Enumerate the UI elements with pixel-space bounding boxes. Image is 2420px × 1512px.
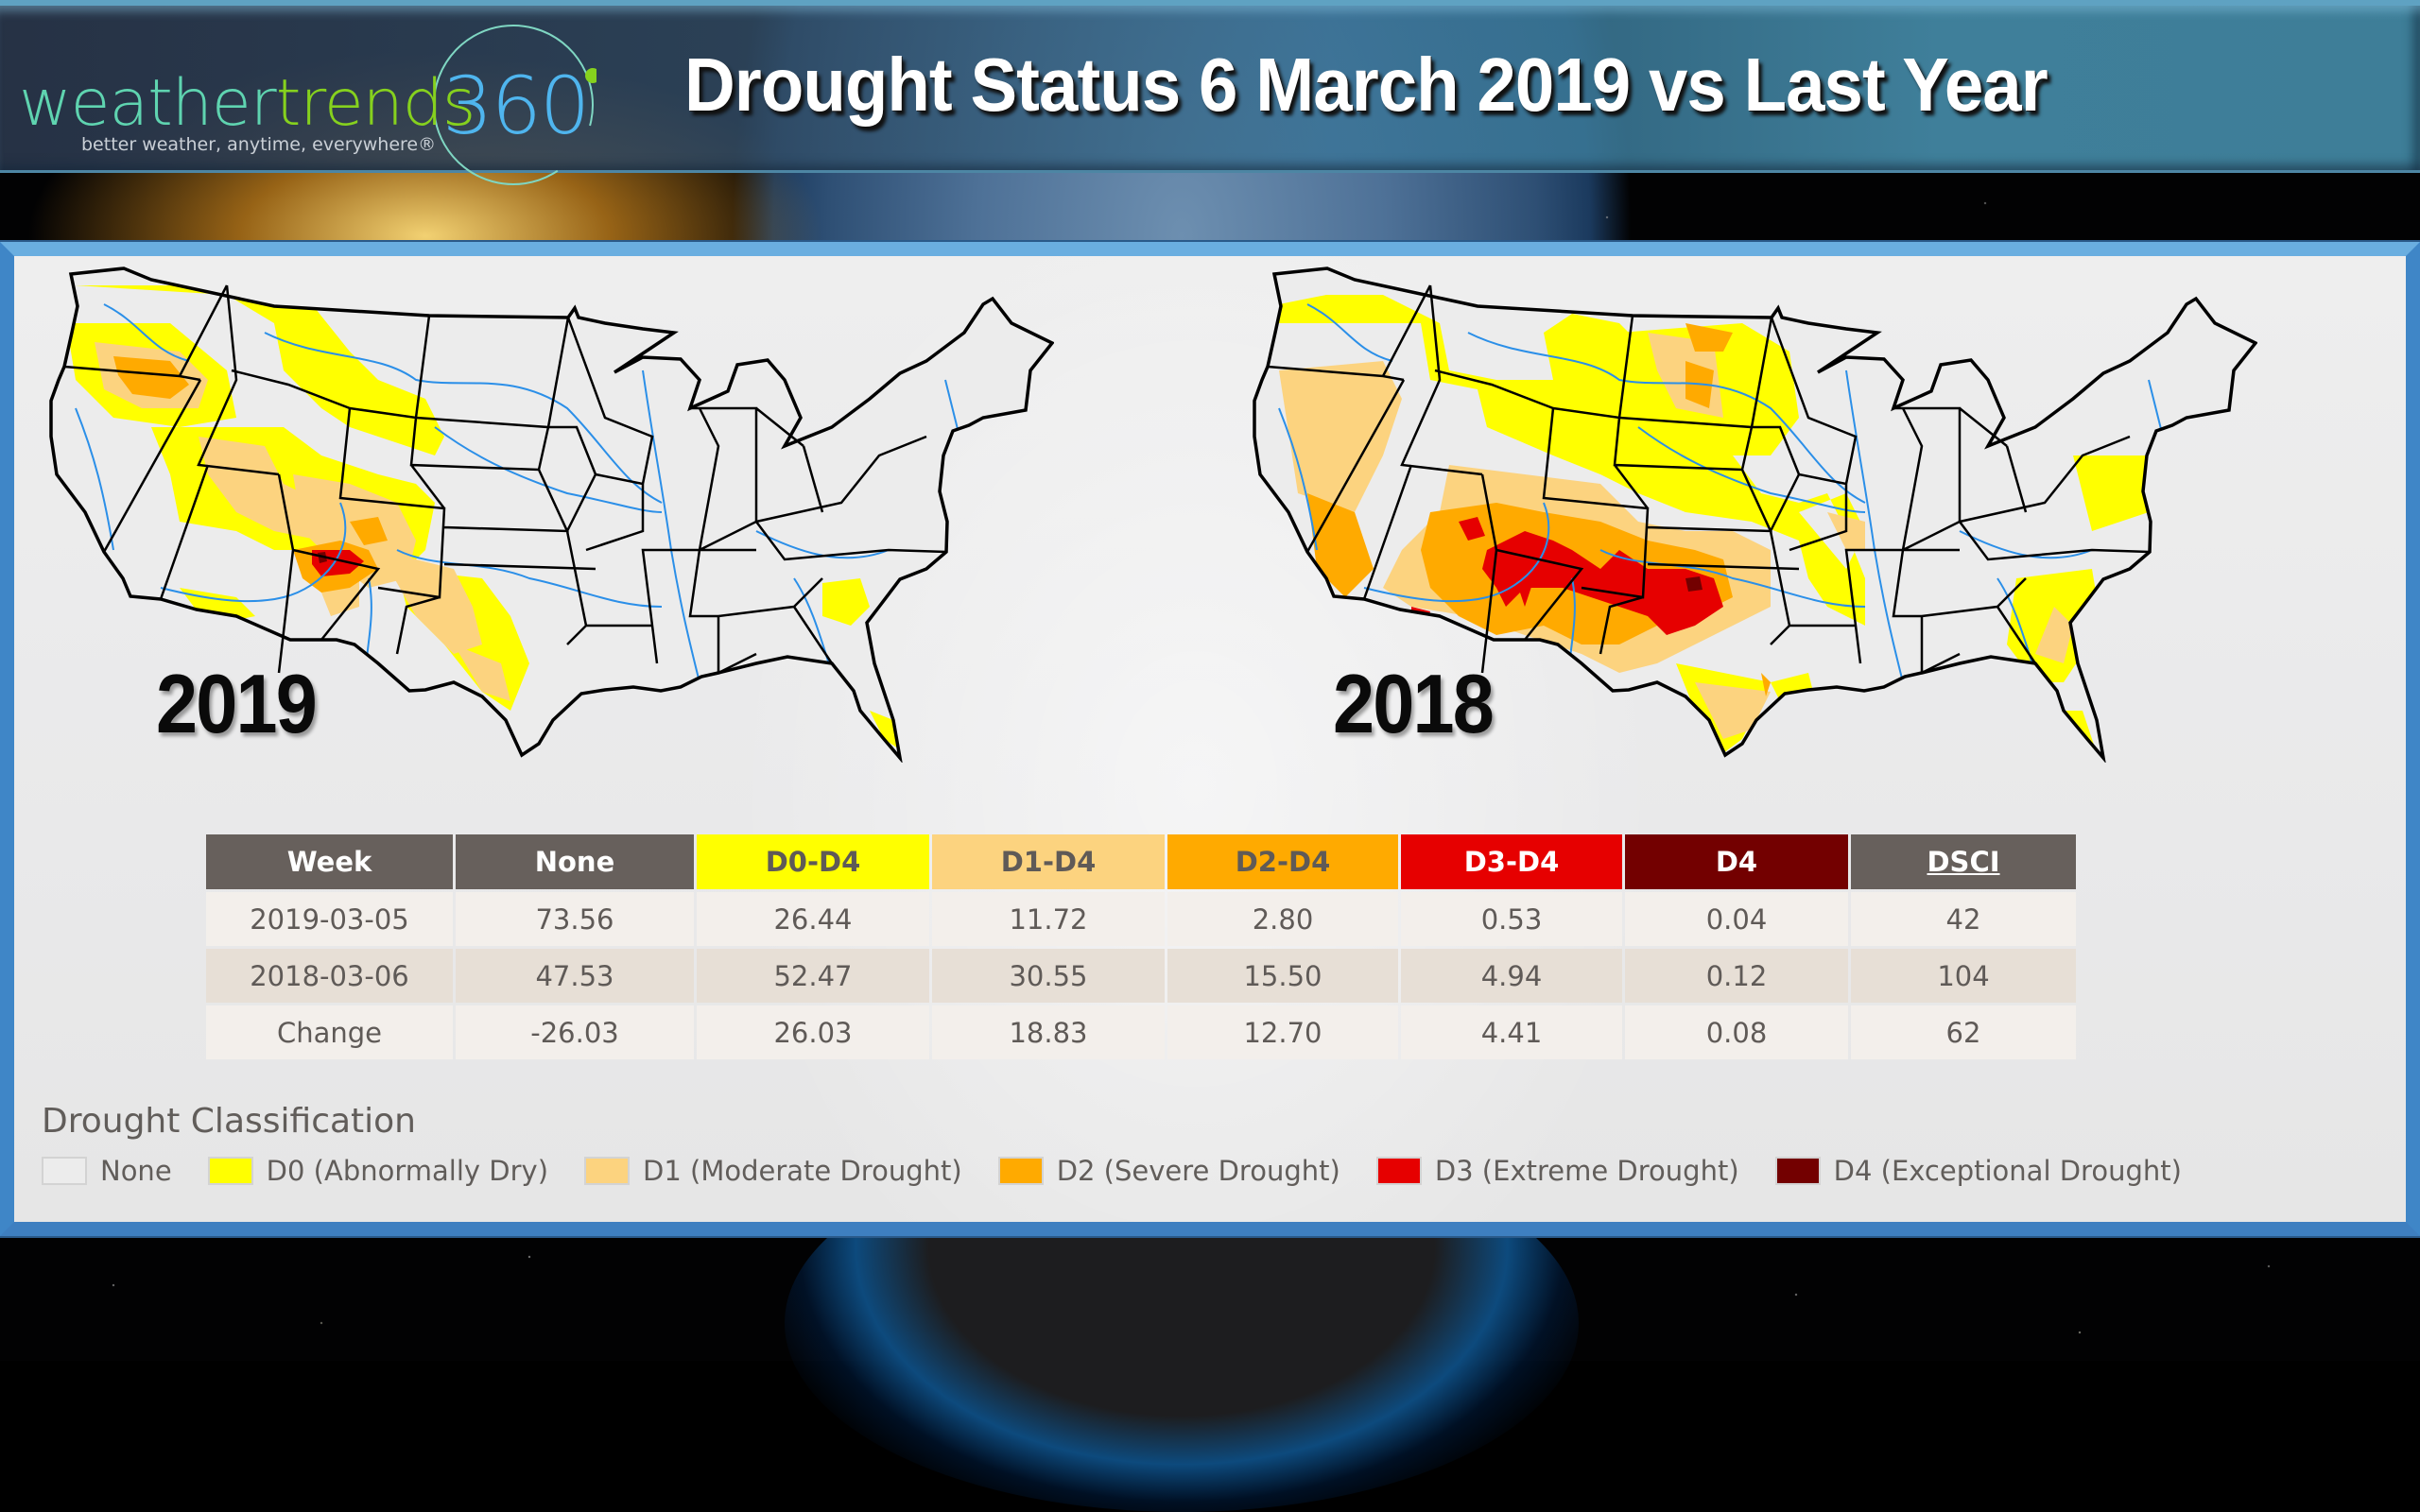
column-header-d0-d4: D0-D4 [697,834,929,889]
page-title: Drought Status 6 March 2019 vs Last Year [684,43,2048,127]
d4-area [1685,576,1703,592]
column-header-none: None [456,834,694,889]
cell-d3-d4: 4.94 [1401,949,1622,1003]
cell-dsci: 104 [1851,949,2076,1003]
table-header-row: Week None D0-D4 D1-D4 D2-D4 D3-D4 D4 DSC… [206,834,2076,889]
legend-label: D0 (Abnormally Dry) [266,1155,549,1187]
cell-week: 2019-03-05 [206,892,453,946]
table-row: 2019-03-05 73.56 26.44 11.72 2.80 0.53 0… [206,892,2076,946]
legend-label: D1 (Moderate Drought) [643,1155,962,1187]
legend-swatch-d1 [584,1157,631,1185]
cell-d2-d4: 12.70 [1167,1005,1398,1059]
cell-d3-d4: 0.53 [1401,892,1622,946]
cell-dsci: 42 [1851,892,2076,946]
column-header-d4: D4 [1625,834,1848,889]
logo-ring-icon [433,25,596,185]
year-label-2018: 2018 [1333,657,1495,750]
cell-d1-d4: 30.55 [932,949,1165,1003]
cell-week: 2018-03-06 [206,949,453,1003]
d1-area [1279,333,2073,739]
column-header-d1-d4: D1-D4 [932,834,1165,889]
cell-d0-d4: 52.47 [697,949,929,1003]
cell-d3-d4: 4.41 [1401,1005,1622,1059]
content-panel-frame [0,242,2420,1236]
weathertrends360-logo: weathertrends 360 better weather, anytim… [0,6,624,185]
legend-swatch-d2 [997,1157,1044,1185]
state-borders-2018 [1253,266,2257,760]
cell-d1-d4: 18.83 [932,1005,1165,1059]
legend-item-d1: D1 (Moderate Drought) [584,1155,962,1187]
cell-dsci: 62 [1851,1005,2076,1059]
legend-label: None [100,1155,172,1187]
cell-d2-d4: 2.80 [1167,892,1398,946]
legend-label: D2 (Severe Drought) [1056,1155,1340,1187]
cell-none: 73.56 [456,892,694,946]
logo-tagline: better weather, anytime, everywhere® [81,134,437,155]
table-row: Change -26.03 26.03 18.83 12.70 4.41 0.0… [206,1005,2076,1059]
legend-item-none: None [42,1155,172,1187]
column-header-d2-d4: D2-D4 [1167,834,1398,889]
cell-d2-d4: 15.50 [1167,949,1398,1003]
legend-item-d2: D2 (Severe Drought) [997,1155,1340,1187]
cell-d4: 0.04 [1625,892,1848,946]
cell-d4: 0.08 [1625,1005,1848,1059]
legend-label: D3 (Extreme Drought) [1434,1155,1739,1187]
legend-label: D4 (Exceptional Drought) [1833,1155,2182,1187]
logo-word-weather: weather [19,66,277,141]
legend-item-d4: D4 (Exceptional Drought) [1774,1155,2182,1187]
drought-legend: None D0 (Abnormally Dry) D1 (Moderate Dr… [42,1155,2182,1187]
header-bar: weathertrends 360 better weather, anytim… [0,0,2420,185]
drought-map-2019 [38,266,1054,763]
logo-wordmark: weathertrends [19,72,475,136]
cell-none: -26.03 [456,1005,694,1059]
legend-item-d0: D0 (Abnormally Dry) [207,1155,549,1187]
legend-swatch-d4 [1774,1157,1821,1185]
cell-none: 47.53 [456,949,694,1003]
cell-week: Change [206,1005,453,1059]
cell-d1-d4: 11.72 [932,892,1165,946]
legend-item-d3: D3 (Extreme Drought) [1375,1155,1739,1187]
state-borders-2019 [49,266,1054,760]
logo-number: 360 [442,60,590,152]
content-panel: 2019 2018 [14,256,2406,1222]
table-row: 2018-03-06 47.53 52.47 30.55 15.50 4.94 … [206,949,2076,1003]
legend-swatch-d0 [207,1157,253,1185]
d2-area [113,356,388,593]
legend-swatch-none [42,1157,87,1185]
cell-d0-d4: 26.03 [697,1005,929,1059]
year-label-2019: 2019 [156,657,318,750]
d1-area [95,342,510,701]
column-header-week: Week [206,834,453,889]
column-header-d3-d4: D3-D4 [1401,834,1622,889]
drought-statistics-table: Week None D0-D4 D1-D4 D2-D4 D3-D4 D4 DSC… [203,832,2079,1062]
legend-title: Drought Classification [42,1102,416,1141]
cell-d4: 0.12 [1625,949,1848,1003]
column-header-dsci-link[interactable]: DSCI [1851,834,2076,889]
cell-d0-d4: 26.44 [697,892,929,946]
legend-swatch-d3 [1375,1157,1422,1185]
logo-word-trends: trends [275,66,476,141]
drought-map-2018 [1241,266,2257,763]
